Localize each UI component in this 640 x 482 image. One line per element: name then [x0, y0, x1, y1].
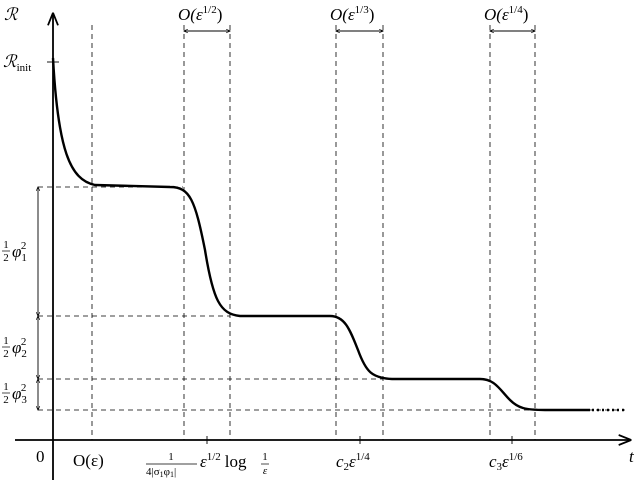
curve: [51, 57, 590, 412]
label-part: log: [225, 452, 247, 471]
top-label: O(ε1/3): [330, 4, 374, 24]
label-part: |: [174, 466, 176, 478]
svg-text:4|σ1φ1|: 4|σ1φ1|: [146, 466, 176, 479]
label-part: ℛ: [3, 52, 18, 71]
level-label-3: 1 2 φ32: [2, 381, 27, 406]
level-label-1: 1 2 φ12: [2, 239, 27, 264]
label-part: ε: [502, 452, 509, 471]
label-part: ): [523, 5, 529, 24]
label-part: 1: [3, 335, 9, 347]
y-init-label: ℛinit: [3, 52, 31, 74]
x-label-2: 1 4|σ1φ1| ε1/2 log 1 ε: [146, 451, 269, 479]
label-part: 2: [3, 348, 9, 360]
x-label-1: O(ε): [73, 451, 104, 470]
origin-label: 0: [36, 447, 45, 466]
top-label: O(ε1/2): [178, 4, 222, 24]
label-part: 1/2: [203, 4, 217, 16]
y-label: ℛ: [4, 5, 19, 24]
label-part: φ: [12, 338, 21, 357]
label-part: 1/4: [356, 451, 371, 463]
label-part: 3: [21, 394, 27, 406]
label-part: 1: [160, 470, 164, 479]
label-part: 1: [262, 451, 268, 463]
label-part: ε: [200, 452, 207, 471]
label-part: 1: [3, 239, 9, 251]
label-part: ε: [349, 452, 356, 471]
label-part: 1/4: [509, 4, 524, 16]
label-part: O(ε: [484, 5, 509, 24]
label-part: 2: [21, 336, 27, 348]
level-label-2: 1 2 φ22: [2, 335, 27, 360]
label-part: 2: [21, 240, 27, 252]
label-part: init: [17, 62, 32, 74]
label-part: φ: [164, 466, 170, 478]
label-part: 2: [3, 252, 9, 264]
label-part: 2: [3, 394, 9, 406]
svg-text:φ12: φ12: [12, 240, 27, 264]
label-part: 1: [170, 470, 174, 479]
level-brackets: [38, 31, 535, 410]
label-part: 2: [21, 348, 27, 360]
label-part: c: [489, 452, 497, 471]
label-part: ): [369, 5, 375, 24]
x-label: t: [629, 447, 635, 466]
label-part: 3: [497, 461, 503, 473]
label-part: 1: [3, 381, 9, 393]
top-label: O(ε1/4): [484, 4, 528, 24]
axes: [15, 14, 630, 480]
label-part: 1: [21, 252, 27, 264]
label-part: O(ε: [178, 5, 203, 24]
label-part: 1/2: [207, 451, 221, 463]
label-part: c: [336, 452, 344, 471]
label-part: 2: [21, 382, 27, 394]
label-part: 1/3: [355, 4, 370, 16]
label-part: ): [217, 5, 223, 24]
label-part: ε: [263, 465, 268, 477]
label-part: O(ε: [330, 5, 355, 24]
guides: [38, 25, 625, 440]
svg-text:φ22: φ22: [12, 336, 27, 360]
label-part: 1: [168, 451, 174, 463]
label-part: 1/6: [509, 451, 524, 463]
svg-text:φ32: φ32: [12, 382, 27, 406]
label-part: 4|σ: [146, 466, 160, 478]
x-label-4: c3ε1/6: [489, 451, 523, 473]
label-part: φ: [12, 242, 21, 261]
label-part: φ: [12, 384, 21, 403]
x-label-3: c2ε1/4: [336, 451, 370, 473]
label-part: 2: [344, 461, 350, 473]
